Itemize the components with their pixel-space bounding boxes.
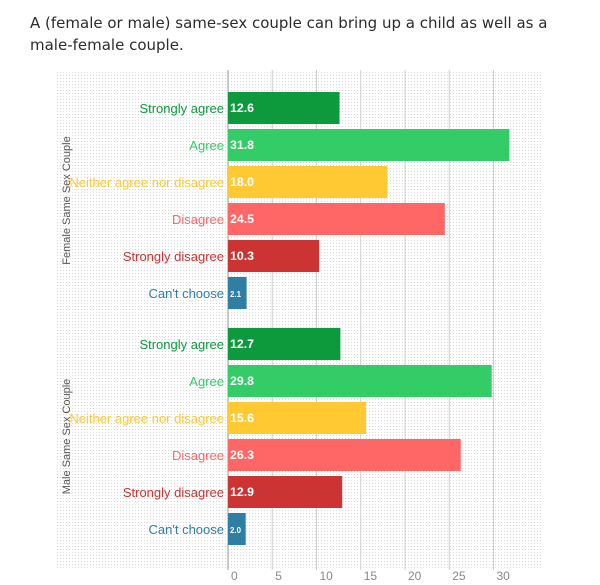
bar: [228, 166, 388, 198]
bar: [228, 476, 343, 508]
category-label: Strongly disagree: [123, 249, 224, 264]
group-label: Female Same Sex Couple: [61, 136, 73, 264]
x-tick-label: 15: [364, 569, 378, 583]
bar-value-label: 2.1: [230, 290, 242, 299]
bar: [228, 439, 461, 471]
category-label: Neither agree nor disagree: [69, 175, 224, 190]
bar-value-label: 15.6: [230, 411, 254, 425]
bar-value-label: 26.3: [230, 448, 254, 462]
category-label: Can't choose: [149, 286, 224, 301]
category-label: Strongly agree: [139, 101, 224, 116]
category-label: Can't choose: [149, 522, 224, 537]
bar: [228, 277, 247, 309]
bar-value-label: 29.8: [230, 374, 254, 388]
category-label: Agree: [189, 374, 224, 389]
bar: [228, 129, 510, 161]
bar: [228, 402, 367, 434]
x-tick-label: 5: [275, 569, 282, 583]
x-tick-label: 25: [452, 569, 466, 583]
category-label: Disagree: [172, 212, 224, 227]
chart-title: A (female or male) same-sex couple can b…: [30, 14, 548, 54]
x-tick-label: 20: [408, 569, 422, 583]
bar-value-label: 10.3: [230, 249, 254, 263]
bar: [228, 365, 492, 397]
x-tick-label: 10: [320, 569, 334, 583]
group-label: Male Same Sex Couple: [61, 379, 73, 495]
x-tick-label: 30: [497, 569, 511, 583]
bar-value-label: 2.0: [230, 526, 242, 535]
bar-value-label: 12.7: [230, 337, 254, 351]
x-tick-label: 0: [231, 569, 238, 583]
category-label: Agree: [189, 138, 224, 153]
bar: [228, 92, 340, 124]
bar-value-label: 31.8: [230, 138, 254, 152]
bar: [228, 240, 320, 272]
bar: [228, 203, 445, 235]
category-label: Strongly agree: [139, 337, 224, 352]
category-label: Strongly disagree: [123, 485, 224, 500]
bar-value-label: 12.9: [230, 485, 254, 499]
bar: [228, 328, 341, 360]
bar-value-label: 18.0: [230, 175, 254, 189]
category-label: Disagree: [172, 448, 224, 463]
bar-value-label: 24.5: [230, 212, 254, 226]
category-label: Neither agree nor disagree: [69, 411, 224, 426]
bar-value-label: 12.6: [230, 101, 254, 115]
bar: [228, 513, 246, 545]
